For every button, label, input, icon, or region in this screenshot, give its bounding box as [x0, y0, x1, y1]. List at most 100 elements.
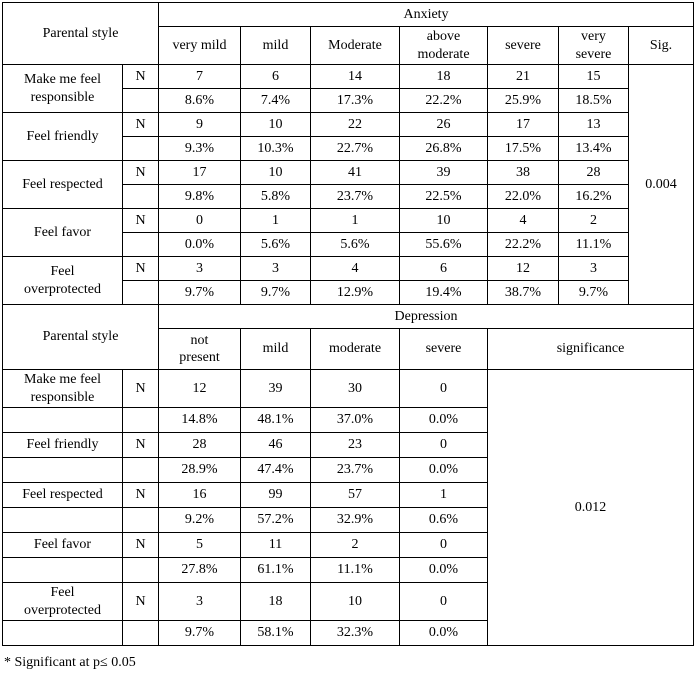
pct-value-cell: 17.3%	[310, 88, 400, 113]
pct-value-cell: 25.9%	[487, 88, 559, 113]
n-value-cell: 5	[158, 532, 241, 558]
n-value-cell: 15	[558, 64, 629, 89]
pct-value-cell: 0.0%	[399, 557, 488, 583]
anxiety-section-header: Anxiety	[157, 2, 695, 27]
n-value-cell: 13	[558, 112, 629, 137]
row-label-feel-friendly: Feel friendly	[2, 432, 123, 458]
anxiety-parental-style-header: Parental style	[2, 2, 159, 65]
pct-value-cell: 10.3%	[240, 136, 311, 161]
pct-value-cell: 9.7%	[558, 280, 629, 305]
table-row: Feel respected N 16 99 57 1	[2, 482, 694, 508]
depression-parental-style-header: Parental style	[2, 304, 159, 370]
pct-value-cell: 26.8%	[399, 136, 488, 161]
n-value-cell: 16	[158, 482, 241, 508]
pct-value-cell: 0.0%	[399, 620, 488, 646]
n-value-cell: 9	[158, 112, 241, 137]
empty-cell	[2, 407, 123, 433]
n-value-cell: 14	[310, 64, 400, 89]
pct-value-cell: 58.1%	[240, 620, 311, 646]
parental-style-anxiety-depression-table: Parental style Anxiety very mild mild Mo…	[2, 2, 695, 646]
depression-col-header-severe: severe	[399, 328, 488, 370]
pct-value-cell: 18.5%	[558, 88, 629, 113]
depression-col-header-mild: mild	[240, 328, 311, 370]
n-value-cell: 23	[310, 432, 400, 458]
empty-cell	[122, 507, 159, 533]
anxiety-sig-value-cell: 0.004	[627, 64, 695, 305]
n-label-cell: N	[122, 369, 159, 408]
n-value-cell: 57	[310, 482, 400, 508]
pct-value-cell: 55.6%	[399, 232, 488, 257]
n-value-cell: 0	[399, 532, 488, 558]
pct-value-cell: 8.6%	[158, 88, 241, 113]
anxiety-col-header-severe: severe	[487, 26, 559, 65]
pct-value-cell: 11.1%	[310, 557, 400, 583]
empty-cell	[2, 507, 123, 533]
n-value-cell: 4	[487, 208, 559, 233]
n-value-cell: 21	[487, 64, 559, 89]
pct-value-cell: 16.2%	[558, 184, 629, 209]
pct-value-cell: 7.4%	[240, 88, 311, 113]
pct-value-cell: 0.0%	[399, 457, 488, 483]
pct-value-cell: 5.6%	[310, 232, 400, 257]
n-label-cell: N	[122, 64, 159, 89]
n-label-cell: N	[122, 432, 159, 458]
n-value-cell: 28	[558, 160, 629, 185]
table-row: Feel favor N 5 11 2 0	[2, 532, 694, 558]
n-value-cell: 4	[310, 256, 400, 281]
n-value-cell: 6	[240, 64, 311, 89]
row-label-make-me-feel-responsible: Make me feel responsible	[2, 369, 123, 408]
anxiety-col-header-very-mild: very mild	[158, 26, 241, 65]
n-value-cell: 39	[240, 369, 311, 408]
depression-col-header-moderate: moderate	[310, 328, 400, 370]
depression-header-row-2: not present mild moderate severe signifi…	[3, 328, 695, 370]
empty-cell	[122, 407, 159, 433]
n-value-cell: 99	[240, 482, 311, 508]
pct-value-cell: 19.4%	[399, 280, 488, 305]
anxiety-col-header-above-moderate: above moderate	[399, 26, 488, 65]
n-value-cell: 10	[399, 208, 488, 233]
n-value-cell: 41	[310, 160, 400, 185]
table-row: 0.0% 5.6% 5.6% 55.6% 22.2% 11.1%	[3, 232, 694, 257]
empty-cell	[2, 620, 123, 646]
anxiety-col-header-mild: mild	[240, 26, 311, 65]
pct-value-cell: 9.7%	[158, 620, 241, 646]
n-label-cell: N	[122, 582, 159, 621]
n-value-cell: 39	[399, 160, 488, 185]
table-row: Feel favor N 0 1 1 10 4 2	[2, 208, 694, 257]
pct-value-cell: 9.7%	[158, 280, 241, 305]
n-label-cell: N	[122, 160, 159, 185]
table-row: 9.8% 5.8% 23.7% 22.5% 22.0% 16.2%	[3, 184, 694, 209]
empty-cell	[122, 88, 159, 113]
n-value-cell: 22	[310, 112, 400, 137]
empty-cell	[122, 557, 159, 583]
pct-value-cell: 9.2%	[158, 507, 241, 533]
n-value-cell: 6	[399, 256, 488, 281]
n-value-cell: 0	[399, 369, 488, 408]
n-value-cell: 12	[487, 256, 559, 281]
n-value-cell: 3	[158, 256, 241, 281]
pct-value-cell: 22.5%	[399, 184, 488, 209]
n-label-cell: N	[122, 532, 159, 558]
n-value-cell: 3	[158, 582, 241, 621]
depression-col-header-not-present: not present	[158, 328, 241, 370]
n-value-cell: 17	[487, 112, 559, 137]
n-value-cell: 1	[399, 482, 488, 508]
n-value-cell: 0	[158, 208, 241, 233]
n-value-cell: 18	[240, 582, 311, 621]
pct-value-cell: 32.3%	[310, 620, 400, 646]
anxiety-header-row-2: very mild mild Moderate above moderate s…	[3, 26, 695, 65]
pct-value-cell: 5.8%	[240, 184, 311, 209]
n-value-cell: 1	[310, 208, 400, 233]
depression-sig-value-cell: 0.012	[486, 369, 695, 646]
anxiety-header-row-1: Parental style Anxiety	[2, 2, 695, 65]
pct-value-cell: 61.1%	[240, 557, 311, 583]
anxiety-sig-header: Sig.	[627, 26, 695, 65]
pct-value-cell: 5.6%	[240, 232, 311, 257]
empty-cell	[122, 280, 159, 305]
pct-value-cell: 38.7%	[487, 280, 559, 305]
pct-value-cell: 22.0%	[487, 184, 559, 209]
row-label-feel-respected: Feel respected	[2, 160, 123, 209]
n-label-cell: N	[122, 256, 159, 281]
pct-value-cell: 32.9%	[310, 507, 400, 533]
